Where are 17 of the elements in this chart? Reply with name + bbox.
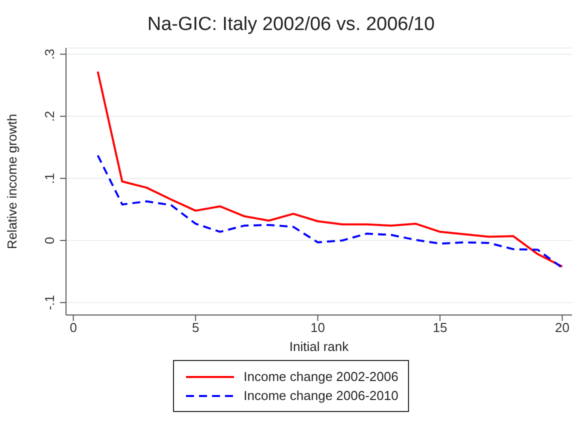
y-tick-label: .2 [42, 110, 57, 122]
line-series [96, 154, 564, 269]
x-tick-label: 20 [554, 320, 570, 336]
x-tick-label: 10 [310, 320, 326, 336]
x-tick-label: 15 [432, 320, 448, 336]
x-tick-label: 0 [70, 320, 77, 336]
legend-label: Income change 2002-2006 [244, 369, 398, 384]
y-axis-title: Relative income growth [4, 114, 20, 250]
y-tick-label: -.1 [42, 294, 57, 310]
y-tick-label: .1 [42, 172, 57, 184]
y-tick-label: 0 [42, 236, 57, 244]
y-tick-label: .3 [42, 48, 57, 60]
x-axis-title: Initial rank [289, 339, 350, 354]
legend-label: Income change 2006-2010 [244, 388, 398, 403]
x-tick-label: 5 [192, 320, 200, 336]
line-series [96, 70, 564, 268]
chart-title: Na-GIC: Italy 2002/06 vs. 2006/10 [146, 14, 436, 36]
